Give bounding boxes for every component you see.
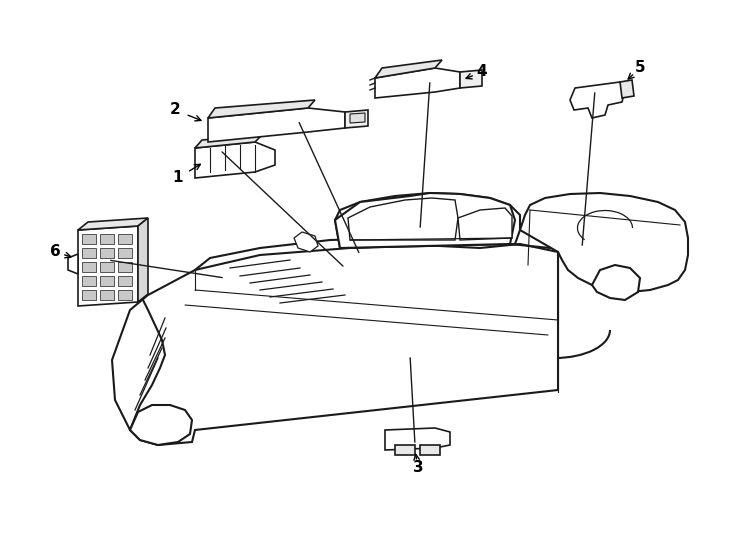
Polygon shape xyxy=(118,276,132,286)
Polygon shape xyxy=(118,290,132,300)
Polygon shape xyxy=(100,290,114,300)
Polygon shape xyxy=(348,198,458,240)
Polygon shape xyxy=(68,254,78,274)
Text: 3: 3 xyxy=(413,461,424,476)
Circle shape xyxy=(580,93,590,103)
Polygon shape xyxy=(100,276,114,286)
Text: 4: 4 xyxy=(476,64,487,79)
Polygon shape xyxy=(592,265,640,300)
Polygon shape xyxy=(82,234,96,244)
Polygon shape xyxy=(350,113,365,123)
Polygon shape xyxy=(100,234,114,244)
Polygon shape xyxy=(195,142,275,178)
Polygon shape xyxy=(570,82,625,118)
Polygon shape xyxy=(118,234,132,244)
Polygon shape xyxy=(395,445,415,455)
Polygon shape xyxy=(118,262,132,272)
Polygon shape xyxy=(520,193,688,292)
Polygon shape xyxy=(620,80,634,98)
Polygon shape xyxy=(335,193,515,248)
Polygon shape xyxy=(375,68,460,98)
Polygon shape xyxy=(138,218,148,302)
Polygon shape xyxy=(458,208,512,240)
Polygon shape xyxy=(208,108,345,142)
Polygon shape xyxy=(130,405,192,445)
Polygon shape xyxy=(345,110,368,128)
Polygon shape xyxy=(385,428,450,450)
Polygon shape xyxy=(82,290,96,300)
Circle shape xyxy=(595,91,605,101)
Text: 2: 2 xyxy=(170,103,181,118)
Polygon shape xyxy=(82,248,96,258)
Polygon shape xyxy=(195,135,262,148)
Polygon shape xyxy=(420,445,440,455)
Text: 6: 6 xyxy=(50,245,60,260)
Text: 5: 5 xyxy=(635,60,645,76)
Polygon shape xyxy=(100,248,114,258)
Polygon shape xyxy=(335,193,520,248)
Polygon shape xyxy=(460,70,482,88)
Polygon shape xyxy=(208,100,315,118)
Polygon shape xyxy=(112,244,558,445)
Polygon shape xyxy=(78,218,148,230)
Polygon shape xyxy=(82,276,96,286)
Polygon shape xyxy=(118,248,132,258)
Text: 1: 1 xyxy=(172,171,184,186)
Polygon shape xyxy=(375,60,442,78)
Polygon shape xyxy=(294,232,318,252)
Polygon shape xyxy=(78,226,138,306)
Polygon shape xyxy=(100,262,114,272)
Polygon shape xyxy=(82,262,96,272)
